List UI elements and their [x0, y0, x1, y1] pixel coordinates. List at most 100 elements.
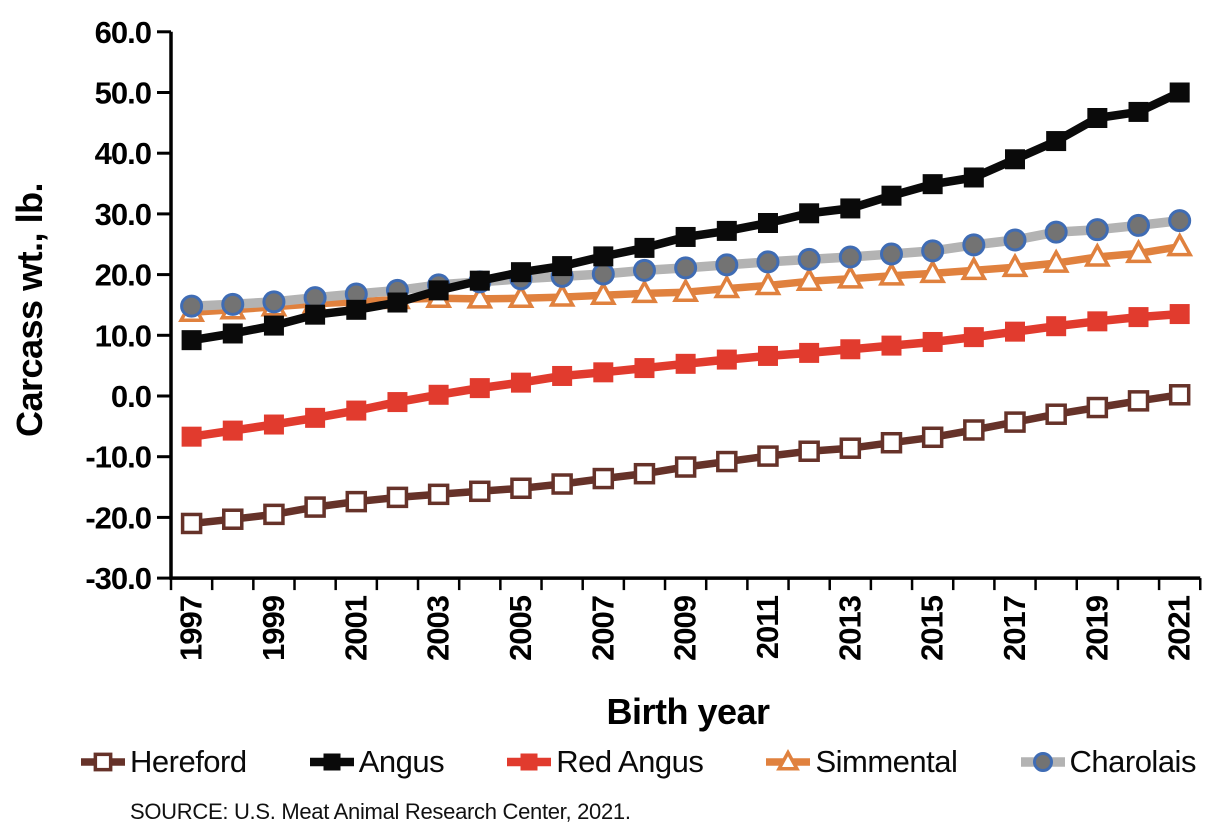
data-point-marker — [880, 431, 903, 454]
data-point-marker — [387, 292, 408, 313]
data-point-marker — [346, 400, 367, 421]
data-point-marker — [1087, 311, 1108, 332]
x-tick-label: 2005 — [503, 595, 538, 661]
data-point-marker — [962, 233, 986, 257]
axes: 60.0 50.0 40.0 30.0 20.0 10.0 0.0 -10.0 -20.0 -30… — [85, 15, 1202, 661]
y-tick-label: 30.0 — [95, 197, 151, 232]
x-tick-label: 2017 — [997, 596, 1032, 661]
data-point-marker — [181, 330, 202, 351]
data-point-marker — [507, 283, 535, 309]
data-point-marker — [674, 456, 697, 478]
data-point-marker — [881, 335, 902, 356]
data-point-marker — [839, 437, 862, 459]
data-point-marker — [921, 239, 945, 263]
data-point-marker — [715, 253, 739, 277]
data-point-marker — [1087, 107, 1108, 128]
data-point-marker — [756, 250, 780, 274]
data-point-marker — [675, 353, 696, 374]
data-point-marker — [221, 292, 245, 316]
data-point-marker — [634, 358, 655, 379]
data-point-marker — [1086, 396, 1109, 419]
data-point-marker — [838, 245, 862, 269]
series-charolais — [180, 209, 1192, 318]
data-point-marker — [1128, 101, 1149, 122]
y-tick-label: 50.0 — [95, 76, 151, 111]
data-point-marker — [799, 342, 820, 363]
data-point-marker — [469, 378, 490, 399]
data-point-marker — [593, 246, 614, 267]
data-point-marker — [552, 256, 573, 277]
data-point-marker — [263, 315, 284, 336]
x-tick-label: 1999 — [256, 595, 291, 661]
data-point-marker — [345, 490, 368, 513]
data-point-marker — [921, 426, 944, 449]
x-tick-label: 2013 — [832, 595, 867, 661]
data-point-marker — [263, 503, 285, 526]
series-layer — [178, 82, 1194, 535]
legend-item-charolais: Charolais — [1018, 744, 1196, 780]
data-point-marker — [1127, 390, 1150, 412]
data-point-marker — [840, 339, 861, 360]
data-point-marker — [963, 327, 984, 348]
x-tick-label: 2011 — [750, 595, 785, 659]
data-point-marker — [551, 473, 573, 495]
data-point-marker — [798, 440, 820, 462]
data-point-marker — [520, 753, 538, 771]
data-point-marker — [469, 270, 490, 291]
data-point-marker — [1045, 403, 1067, 425]
data-point-marker — [222, 508, 244, 530]
data-point-marker — [1005, 321, 1025, 342]
data-point-marker — [1127, 213, 1151, 237]
data-point-marker — [836, 264, 864, 289]
data-point-marker — [797, 247, 821, 271]
data-point-marker — [1168, 384, 1191, 406]
y-tick-label: -10.0 — [85, 440, 151, 475]
data-point-marker — [922, 331, 943, 352]
data-point-marker — [634, 237, 655, 258]
data-point-marker — [591, 262, 615, 286]
y-tick-label: 40.0 — [95, 136, 151, 171]
chart-legend: Hereford Angus Red Angus Simmental Charo… — [78, 740, 1196, 784]
charolais-circle-marker-icon — [1020, 752, 1065, 772]
y-tick-label: 0.0 — [111, 379, 151, 414]
y-tick-label: -20.0 — [85, 500, 151, 535]
data-point-marker — [716, 349, 737, 370]
y-tick-label: 20.0 — [95, 258, 151, 293]
data-point-marker — [386, 486, 409, 509]
data-point-marker — [589, 280, 617, 305]
series-angus — [181, 82, 1190, 351]
data-point-marker — [1001, 252, 1029, 278]
data-point-marker — [963, 419, 985, 441]
x-axis-title: Birth year — [606, 691, 770, 732]
x-tick-label: 2015 — [915, 595, 950, 661]
data-point-marker — [548, 282, 576, 307]
simmental-open-triangle-marker-icon — [766, 749, 811, 771]
data-point-marker — [181, 426, 202, 447]
data-point-marker — [757, 213, 778, 234]
data-point-marker — [1128, 307, 1149, 328]
data-point-marker — [757, 345, 778, 366]
data-point-marker — [1168, 209, 1192, 233]
data-point-marker — [1032, 752, 1053, 772]
data-point-marker — [960, 255, 988, 281]
data-point-marker — [93, 752, 113, 772]
data-point-marker — [1046, 131, 1067, 152]
data-point-marker — [428, 280, 449, 301]
x-tick-label: 1997 — [174, 596, 209, 661]
data-point-marker — [675, 226, 696, 247]
data-point-marker — [1169, 304, 1190, 325]
source-note: SOURCE: U.S. Meat Animal Research Center… — [130, 799, 631, 824]
data-point-marker — [1003, 228, 1027, 252]
data-point-marker — [919, 258, 947, 284]
data-point-marker — [1169, 82, 1190, 103]
data-point-marker — [510, 477, 532, 500]
data-point-marker — [305, 304, 326, 325]
x-tick-label: 2001 — [338, 595, 373, 661]
data-point-marker — [1046, 316, 1067, 337]
data-point-marker — [1125, 238, 1152, 264]
data-point-marker — [427, 483, 450, 506]
angus-filled-square-marker-icon — [309, 753, 354, 771]
data-point-marker — [346, 299, 367, 320]
data-point-marker — [799, 203, 820, 224]
x-tick-label: 2009 — [668, 595, 703, 661]
